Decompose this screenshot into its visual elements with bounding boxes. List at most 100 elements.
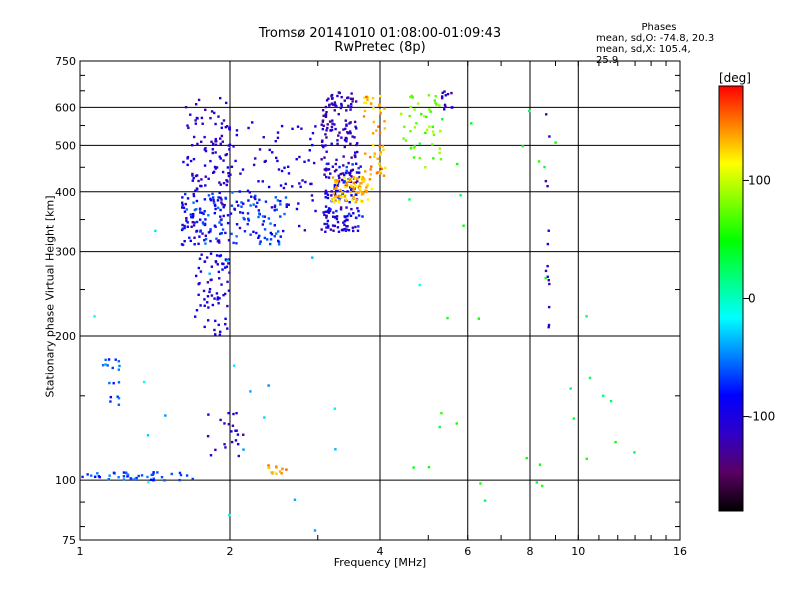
phase-point [322, 124, 325, 127]
phase-point [370, 187, 374, 191]
phase-point [440, 96, 444, 100]
phase-point [197, 98, 201, 102]
phase-point [344, 198, 348, 201]
phase-point [300, 127, 303, 130]
phase-point [214, 333, 217, 336]
phase-point [283, 212, 286, 216]
phase-point [356, 150, 359, 154]
phase-point [341, 192, 344, 195]
phase-point [219, 215, 222, 218]
phase-point [355, 171, 359, 174]
phase-point [345, 199, 349, 203]
phase-point [327, 207, 331, 210]
phase-point [585, 315, 588, 318]
phase-point [446, 92, 450, 96]
phase-point [185, 217, 188, 220]
phase-point [215, 254, 219, 257]
phase-point [194, 119, 197, 122]
phase-point [369, 168, 372, 171]
phase-point [403, 125, 406, 129]
phase-point [450, 91, 453, 95]
phase-point [365, 95, 368, 99]
phase-point [588, 376, 592, 380]
phase-point [222, 119, 226, 122]
phase-point [276, 239, 280, 243]
phase-point [361, 179, 364, 183]
phase-point [345, 184, 349, 187]
phase-point [362, 115, 366, 118]
phase-point [228, 148, 231, 151]
phase-point [325, 162, 329, 166]
phase-point [208, 272, 211, 275]
phase-point [200, 184, 203, 188]
phase-point [198, 282, 201, 285]
phase-point [209, 116, 212, 120]
phase-point [311, 199, 314, 202]
phase-point [376, 157, 379, 160]
phase-point [98, 475, 101, 479]
phase-point [200, 253, 203, 256]
phase-point [231, 191, 234, 194]
phase-point [348, 173, 352, 176]
phase-point [325, 136, 328, 139]
phase-point [207, 231, 211, 234]
phase-point [213, 297, 216, 300]
phase-point [218, 191, 221, 195]
phase-point [325, 111, 328, 114]
phase-point [320, 228, 323, 231]
phase-point [140, 474, 144, 477]
phase-point [324, 167, 328, 170]
phase-point [267, 466, 270, 469]
phase-point [261, 223, 265, 226]
phase-point [156, 471, 159, 474]
phase-point [326, 193, 330, 197]
phase-point [194, 274, 198, 278]
phase-point [190, 225, 193, 229]
phase-point [521, 145, 524, 148]
phase-point [275, 208, 278, 211]
phase-point [203, 148, 206, 151]
phase-point [230, 165, 234, 169]
phase-point [343, 227, 346, 231]
phase-point [345, 109, 348, 112]
phase-point [201, 122, 204, 125]
phase-point [225, 125, 229, 128]
phase-point [146, 434, 150, 437]
phase-point [264, 159, 267, 163]
phase-point [223, 422, 226, 425]
phase-point [191, 174, 194, 177]
phase-point [251, 121, 254, 124]
phase-point [214, 140, 217, 143]
phase-point [211, 303, 215, 307]
phase-point [312, 161, 316, 165]
phase-point [257, 212, 261, 215]
phase-point [124, 471, 128, 474]
phase-point [633, 451, 636, 454]
phase-point [254, 197, 257, 201]
phase-point [350, 92, 353, 95]
phase-point [279, 215, 282, 218]
phase-point [230, 232, 233, 236]
phase-point [204, 147, 207, 150]
phase-point [546, 242, 550, 246]
phase-point [203, 304, 206, 307]
phase-point [548, 282, 551, 286]
phase-point [418, 283, 421, 287]
phase-point [544, 276, 547, 280]
phase-point [275, 465, 278, 468]
phase-point [334, 181, 337, 184]
phase-point [232, 145, 235, 148]
phase-point [256, 201, 259, 205]
phase-point [324, 192, 327, 195]
phase-point [327, 97, 330, 100]
phase-point [235, 235, 238, 238]
phase-point [470, 122, 473, 125]
phase-point [275, 472, 278, 475]
phase-point [135, 476, 138, 480]
phase-point [181, 223, 184, 227]
phase-point [293, 498, 297, 501]
phase-point [184, 105, 188, 109]
phase-point [209, 198, 213, 202]
phase-point [348, 176, 352, 180]
phase-point [242, 448, 245, 451]
